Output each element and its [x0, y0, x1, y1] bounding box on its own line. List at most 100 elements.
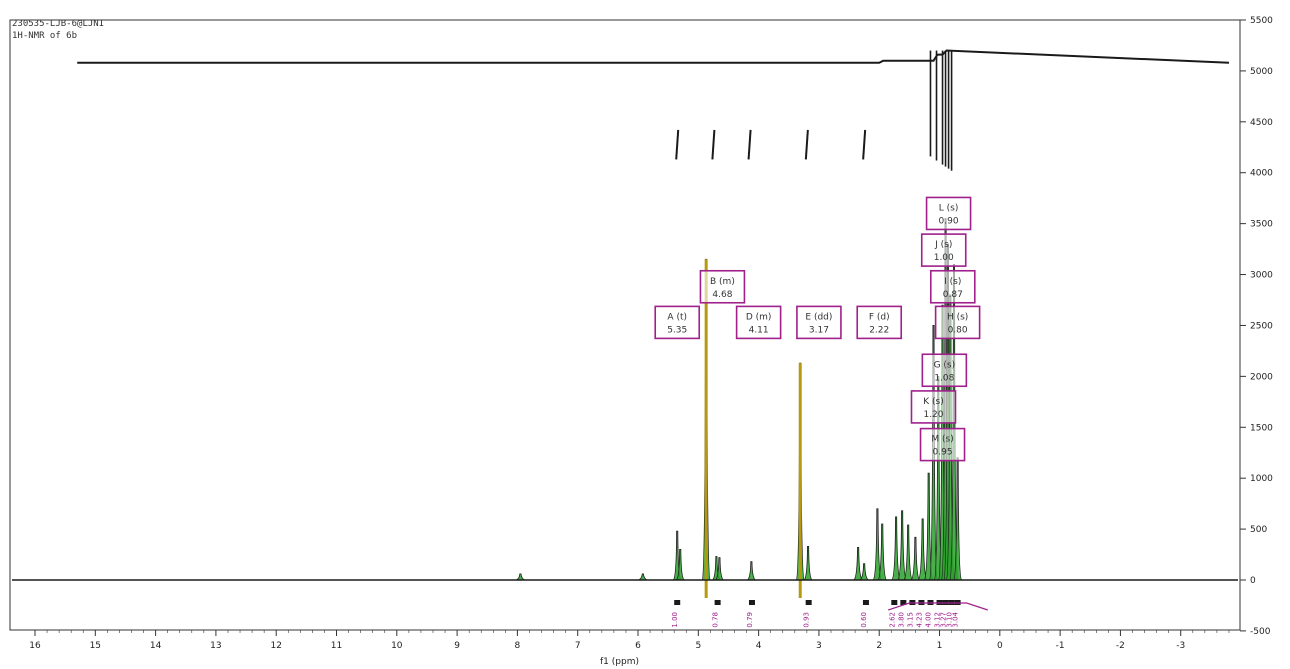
multiplet-label-title: B (m) — [710, 277, 735, 287]
multiplet-label: E (dd) 3.17 — [796, 305, 842, 340]
spectrum-peak — [858, 563, 870, 581]
x-tick-label: 7 — [575, 641, 581, 651]
integral-value: 3.12 — [934, 612, 942, 628]
multiplet-label-shift: 5.35 — [667, 325, 687, 335]
y-tick-label: 1000 — [1250, 474, 1273, 484]
multiplet-label-title: K (s) — [923, 397, 943, 407]
integral-value: 2.62 — [888, 612, 896, 628]
multiplet-label-title: J (s) — [934, 240, 952, 250]
y-tick-label: 4500 — [1250, 118, 1273, 128]
spectrum-peak — [802, 546, 814, 581]
multiplet-label-box — [920, 233, 967, 267]
multiplet-label-shift: 2.22 — [869, 325, 889, 335]
multiplet-label: D (m) 4.11 — [735, 305, 782, 340]
integral-value: 3.15 — [906, 612, 914, 628]
multiplet-label-shift: 1.20 — [923, 410, 943, 420]
multiplet-label-box — [921, 353, 968, 388]
multiplet-label: M (s) 0.95 — [919, 427, 966, 462]
multiplet-label-title: D (m) — [746, 312, 772, 322]
x-tick-label: 1 — [937, 641, 943, 651]
y-tick-label: -500 — [1250, 627, 1271, 637]
integral-value: 4.00 — [924, 612, 932, 628]
integral-spike-mark — [862, 129, 867, 160]
y-tick-label: 500 — [1250, 525, 1267, 535]
spectrum-peak — [876, 523, 889, 581]
spectrum-peak — [896, 510, 908, 581]
multiplet-label: L (s) 0.90 — [925, 196, 972, 231]
solvent-lines-layer — [704, 259, 802, 598]
multiplet-label: B (m) 4.68 — [699, 269, 746, 304]
spectrum-peak — [909, 536, 922, 581]
x-tick-label: 3 — [816, 641, 822, 651]
multiplet-label: G (s) 1.08 — [921, 353, 968, 388]
integral-marker — [714, 600, 721, 605]
spectrum-peak — [637, 573, 649, 581]
multiplet-label: F (d) 2.22 — [856, 305, 903, 340]
x-tick-label: 12 — [270, 641, 281, 651]
integral-spike-mark — [711, 129, 716, 160]
integral-value: 3.10 — [946, 612, 954, 628]
x-tick-label: -3 — [1176, 641, 1185, 651]
multiplet-label-shift: 0.95 — [933, 448, 953, 458]
integral-value: 0.79 — [746, 612, 754, 628]
x-tick-label: 13 — [210, 641, 221, 651]
spectrum-peak — [852, 547, 864, 581]
integral-value: 4.23 — [915, 612, 923, 628]
spectrum-peak — [674, 549, 686, 581]
x-tick-label: 9 — [454, 641, 460, 651]
y-tick-label: 1500 — [1250, 423, 1273, 433]
x-tick-label: 11 — [331, 641, 342, 651]
integral-value: 3.27 — [940, 612, 948, 628]
integral-spike-mark — [747, 129, 752, 160]
integral-bracket — [888, 602, 988, 611]
x-axis-title: f1 (ppm) — [600, 657, 639, 667]
multiplet-label: H (s) 0.80 — [934, 305, 981, 340]
multiplet-labels-layer: A (t) 5.35 B (m) 4.68 D (m) 4.11 E (dd) 3.17 F (… — [654, 196, 981, 462]
multiplet-label-box — [735, 305, 782, 340]
spectrum-peak — [515, 573, 526, 581]
integral-curve-layer — [77, 49, 1230, 171]
spectrum-peak — [916, 518, 929, 581]
y-tick-label: 5000 — [1250, 67, 1273, 77]
multiplet-label-box — [925, 196, 972, 231]
y-tick-label: 5500 — [1250, 16, 1273, 26]
multiplet-label-box — [929, 269, 976, 304]
multiplet-label-title: H (s) — [947, 312, 968, 322]
x-axis: 16 15 14 13 12 11 10 9 8 7 6 5 4 3 2 1 0 -1 -2 -3 — [10, 629, 1240, 651]
x-tick-label: 0 — [997, 641, 1003, 651]
spectrum-peak — [902, 524, 914, 581]
x-tick-label: 10 — [391, 641, 403, 651]
x-tick-label: -1 — [1056, 641, 1065, 651]
multiplet-label-box — [699, 269, 746, 304]
y-tick-label: 2500 — [1250, 321, 1273, 331]
multiplet-label-shift: 0.80 — [948, 325, 968, 335]
integral-value: 1.00 — [671, 612, 679, 628]
spectrum-peak — [745, 561, 757, 581]
integral-spike-mark — [675, 129, 680, 160]
x-tick-label: 15 — [90, 641, 101, 651]
integral-marker — [805, 600, 812, 605]
x-tick-label: -2 — [1116, 641, 1125, 651]
multiplet-label-box — [856, 305, 903, 340]
multiplet-label-box — [934, 305, 981, 340]
multiplet-label-title: M (s) — [931, 435, 953, 445]
multiplet-label-shift: 3.17 — [809, 325, 829, 335]
multiplet-label-box — [919, 427, 966, 462]
multiplet-label: K (s) 1.20 — [910, 390, 957, 424]
y-axis: -500 0 500 1000 1500 2000 2500 3000 3500 4000 4500… — [1240, 16, 1273, 637]
integral-spike-mark — [804, 129, 809, 160]
multiplet-label-box — [910, 390, 957, 424]
multiplet-label-shift: 0.87 — [943, 290, 963, 300]
multiplet-label-shift: 4.68 — [712, 290, 732, 300]
integral-value: 0.60 — [860, 612, 868, 628]
integral-marker — [862, 600, 869, 605]
x-tick-label: 14 — [150, 641, 162, 651]
x-tick-label: 16 — [29, 641, 41, 651]
x-tick-label: 4 — [756, 641, 762, 651]
integral-marker — [891, 600, 898, 605]
integral-value: 3.80 — [897, 612, 905, 628]
multiplet-label-title: I (s) — [944, 277, 961, 287]
plot-frame — [9, 19, 1241, 631]
